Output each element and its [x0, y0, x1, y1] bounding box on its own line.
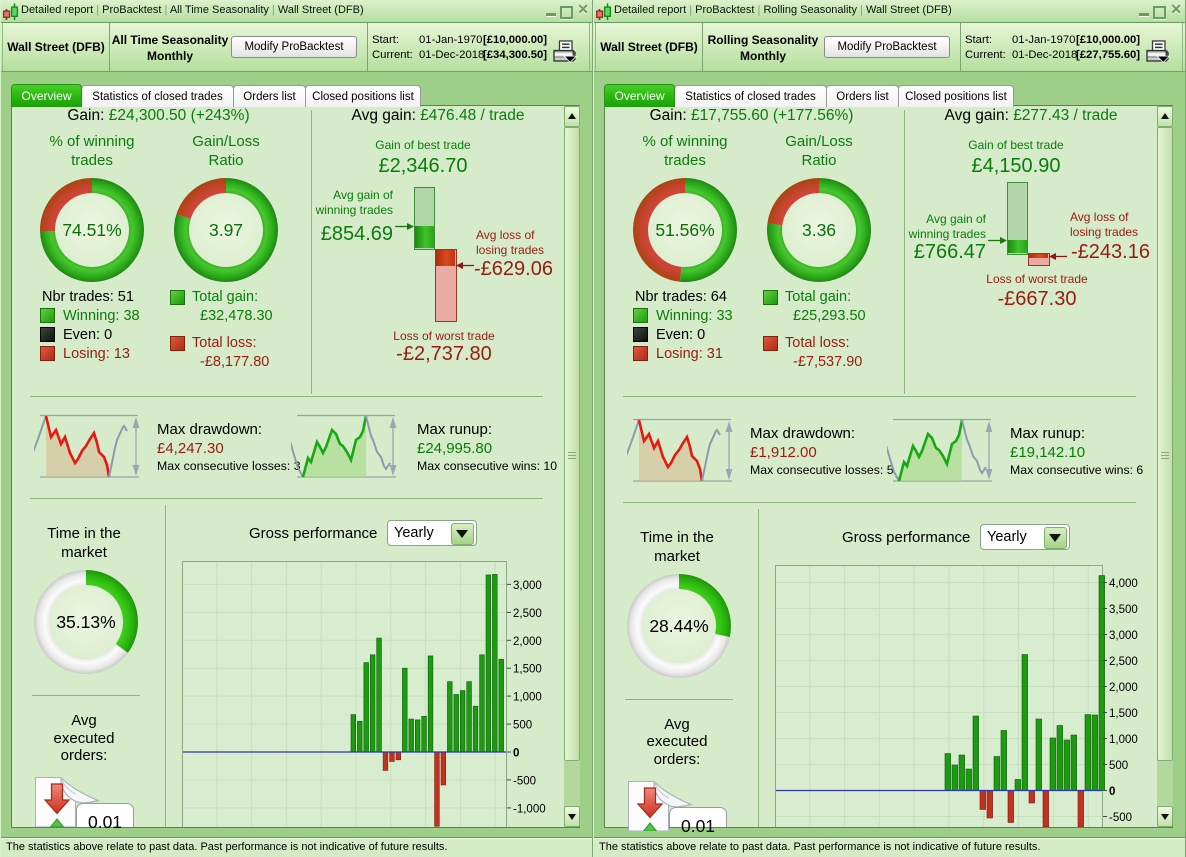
svg-text:2,000: 2,000: [513, 636, 542, 648]
svg-text:2,500: 2,500: [513, 608, 542, 620]
svg-text:1,500: 1,500: [1109, 708, 1138, 720]
svg-text:3,000: 3,000: [513, 580, 542, 592]
svg-text:-500: -500: [1109, 812, 1132, 824]
svg-text:2,500: 2,500: [1109, 656, 1138, 668]
svg-text:500: 500: [513, 720, 532, 732]
svg-text:0: 0: [513, 748, 519, 760]
svg-text:0: 0: [1109, 786, 1115, 798]
svg-text:1,000: 1,000: [1109, 734, 1138, 746]
svg-text:2,000: 2,000: [1109, 682, 1138, 694]
svg-text:3,500: 3,500: [1109, 604, 1138, 616]
svg-text:1,500: 1,500: [513, 664, 542, 676]
svg-text:1,000: 1,000: [513, 692, 542, 704]
svg-text:4,000: 4,000: [1109, 578, 1138, 590]
svg-text:500: 500: [1109, 760, 1128, 772]
svg-text:-500: -500: [513, 775, 536, 787]
svg-text:-1,000: -1,000: [513, 803, 546, 815]
svg-text:3,000: 3,000: [1109, 630, 1138, 642]
